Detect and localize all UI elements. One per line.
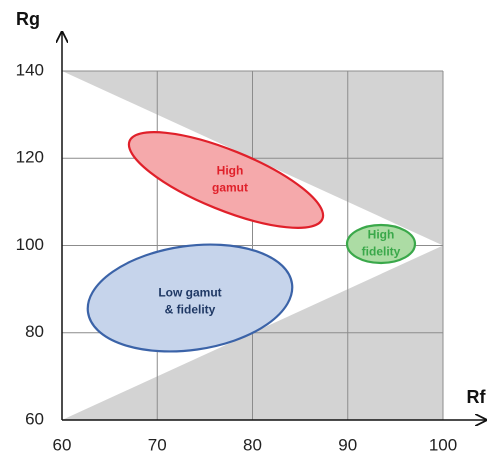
y-tick-label: 100 bbox=[16, 235, 44, 254]
x-tick-label: 90 bbox=[338, 435, 357, 454]
region-label: High bbox=[368, 228, 395, 242]
y-tick-label: 140 bbox=[16, 60, 44, 79]
region-label: fidelity bbox=[362, 245, 401, 259]
x-tick-label: 80 bbox=[243, 435, 262, 454]
region-label: & fidelity bbox=[165, 303, 216, 317]
x-tick-label: 60 bbox=[53, 435, 72, 454]
x-axis-label: Rf bbox=[467, 387, 487, 407]
region-ellipse bbox=[345, 223, 417, 265]
y-tick-label: 80 bbox=[25, 322, 44, 341]
region-label: High bbox=[217, 164, 244, 178]
x-tick-label: 100 bbox=[429, 435, 457, 454]
y-tick-label: 120 bbox=[16, 148, 44, 167]
region-ellipse bbox=[86, 243, 294, 353]
x-tick-label: 70 bbox=[148, 435, 167, 454]
y-axis-label: Rg bbox=[16, 9, 40, 29]
region-label: Low gamut bbox=[158, 286, 221, 300]
region-label: gamut bbox=[212, 181, 248, 195]
region-ellipse bbox=[127, 131, 325, 229]
y-tick-label: 60 bbox=[25, 409, 44, 428]
